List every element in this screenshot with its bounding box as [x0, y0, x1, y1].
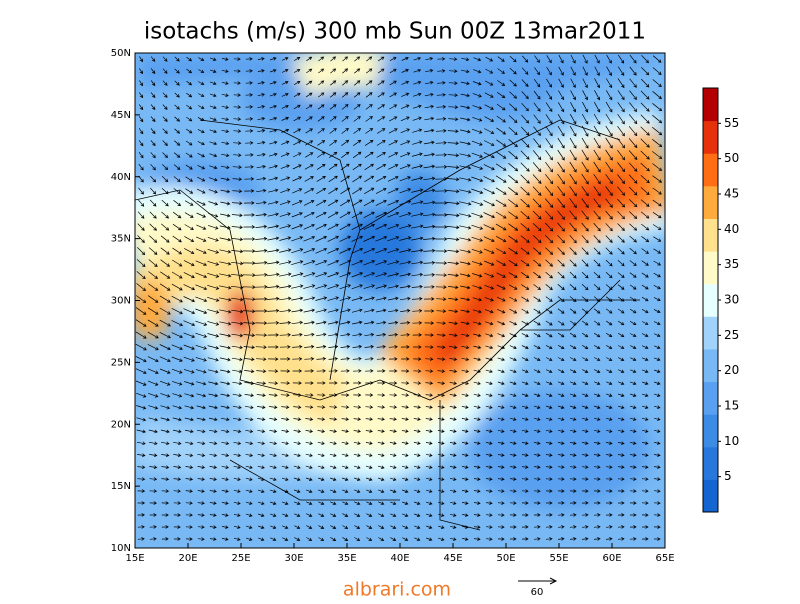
lon-label: 55E [549, 553, 568, 564]
title: isotachs (m/s) 300 mb Sun 00Z 13mar2011 [144, 19, 646, 45]
colorbar-label: 30 [724, 293, 739, 307]
lat-label: 45N [111, 110, 131, 121]
colorbar-segment [703, 251, 718, 285]
reference-arrow-head [549, 577, 558, 585]
lon-label: 15E [125, 553, 144, 564]
lat-label: 20N [111, 419, 131, 430]
lon-label: 65E [655, 553, 674, 564]
colorbar-label: 50 [724, 151, 739, 165]
colorbar-segment [703, 381, 718, 415]
colorbar-segment [703, 414, 718, 448]
colorbar-label: 35 [724, 257, 739, 271]
lat-label: 15N [111, 481, 131, 492]
lon-label: 40E [390, 553, 409, 564]
colorbar-segment [703, 479, 718, 513]
colorbar-label: 15 [724, 399, 739, 413]
lon-label: 50E [496, 553, 515, 564]
boundaries [135, 119, 640, 531]
lat-label: 35N [111, 234, 131, 245]
reference-label: 60 [531, 587, 544, 598]
colorbar-segment [703, 218, 718, 252]
lat-label: 25N [111, 357, 131, 368]
colorbar-label: 40 [724, 222, 739, 236]
colorbar-label: 55 [724, 116, 739, 130]
lon-label: 25E [231, 553, 250, 564]
colorbar-segment [703, 283, 718, 317]
lat-label: 50N [111, 48, 131, 59]
colorbar-segment [703, 88, 718, 122]
colorbar-segment [703, 446, 718, 480]
colorbar-segment [703, 348, 718, 383]
lat-label: 10N [111, 543, 131, 554]
lon-label: 30E [284, 553, 303, 564]
lon-label: 45E [443, 553, 462, 564]
lon-label: 20E [178, 553, 197, 564]
lat-label: 30N [111, 296, 131, 307]
colorbar-label: 25 [724, 328, 739, 342]
watermark: albrari.com [343, 579, 451, 601]
colorbar-label: 20 [724, 363, 739, 377]
wind-vectors [135, 54, 663, 541]
lon-label: 60E [602, 553, 621, 564]
lat-label: 40N [111, 172, 131, 183]
colorbar-segment [703, 185, 718, 219]
colorbar-label: 5 [724, 469, 732, 483]
colorbar-segment [703, 120, 718, 154]
isotach-field [135, 53, 665, 548]
colorbar-label: 45 [724, 187, 739, 201]
colorbar-segment [703, 316, 718, 350]
colorbar-label: 10 [724, 434, 739, 448]
lon-label: 35E [337, 553, 356, 564]
colorbar-segment [703, 153, 718, 187]
